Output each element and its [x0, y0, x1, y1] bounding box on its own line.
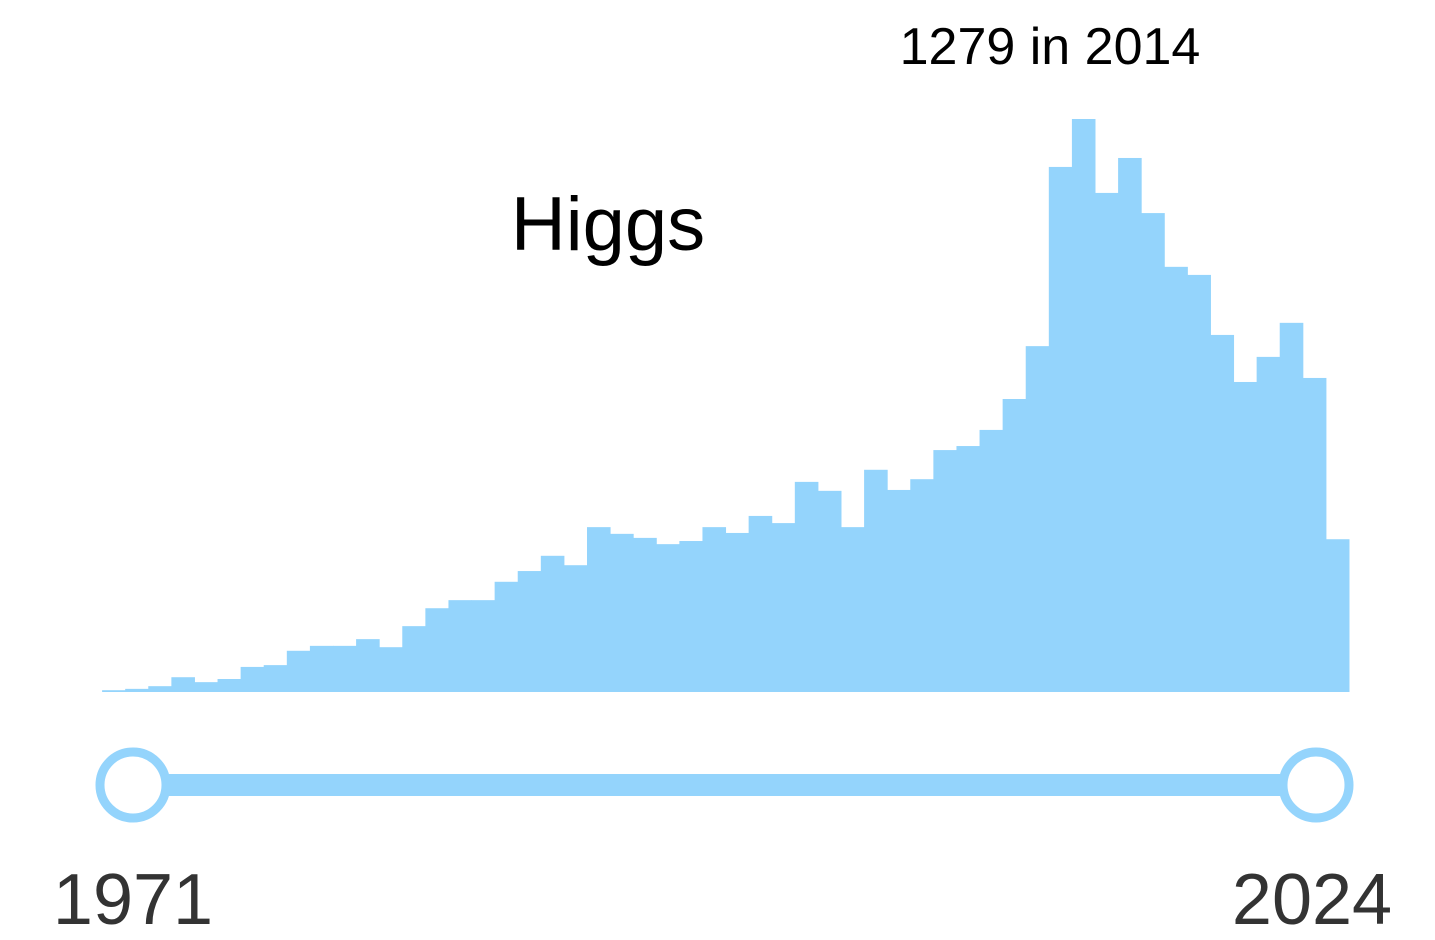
bar	[1164, 266, 1188, 692]
bar	[1233, 381, 1258, 692]
bar	[1302, 377, 1327, 692]
bar	[725, 532, 750, 692]
bar	[125, 688, 149, 692]
bar	[1187, 274, 1211, 692]
bar	[1141, 213, 1165, 693]
bar	[263, 665, 288, 692]
bar	[1256, 356, 1281, 692]
bar	[1118, 157, 1142, 692]
bar	[1048, 166, 1073, 693]
bar	[402, 626, 426, 692]
range-end-label: 2024	[1232, 860, 1392, 940]
range-start-label: 1971	[53, 860, 213, 940]
bar	[1279, 322, 1304, 692]
bar	[148, 686, 172, 692]
bar	[979, 429, 1004, 692]
bar	[1210, 334, 1235, 692]
bar	[217, 679, 242, 692]
bars	[102, 119, 1350, 693]
bar	[540, 555, 565, 692]
bar	[610, 533, 634, 692]
bar	[1071, 119, 1096, 692]
bar	[794, 481, 819, 692]
slider-start-handle[interactable]	[95, 747, 171, 823]
bar	[333, 645, 357, 692]
bar	[633, 537, 657, 692]
bar	[102, 690, 126, 692]
bar	[425, 608, 449, 692]
bar	[379, 647, 403, 692]
bar	[194, 682, 219, 692]
bar	[841, 527, 865, 692]
bar	[309, 645, 334, 692]
bar	[448, 600, 473, 692]
bar	[517, 571, 542, 692]
bar	[1025, 346, 1050, 692]
bar	[679, 541, 703, 692]
slider-end-handle[interactable]	[1278, 747, 1354, 823]
bar	[933, 450, 957, 692]
bar	[956, 446, 981, 692]
bar	[587, 527, 611, 692]
bar	[748, 515, 773, 692]
bar	[910, 479, 934, 692]
bar	[563, 565, 588, 692]
bar	[286, 650, 311, 692]
bar	[864, 469, 888, 692]
bar	[817, 490, 842, 692]
bar	[1325, 539, 1350, 692]
bar	[702, 527, 727, 692]
bar	[171, 677, 195, 692]
bar	[471, 600, 496, 692]
peak-annotation: 1279 in 2014	[900, 18, 1201, 76]
range-slider[interactable]	[95, 747, 1354, 823]
bar	[240, 666, 265, 692]
chart-title: Higgs	[511, 182, 705, 267]
bar	[656, 544, 680, 692]
bar	[1002, 399, 1027, 692]
bar	[1095, 192, 1119, 693]
bar	[771, 523, 796, 692]
bar	[356, 639, 380, 692]
bar	[887, 489, 911, 692]
bar	[494, 581, 519, 692]
